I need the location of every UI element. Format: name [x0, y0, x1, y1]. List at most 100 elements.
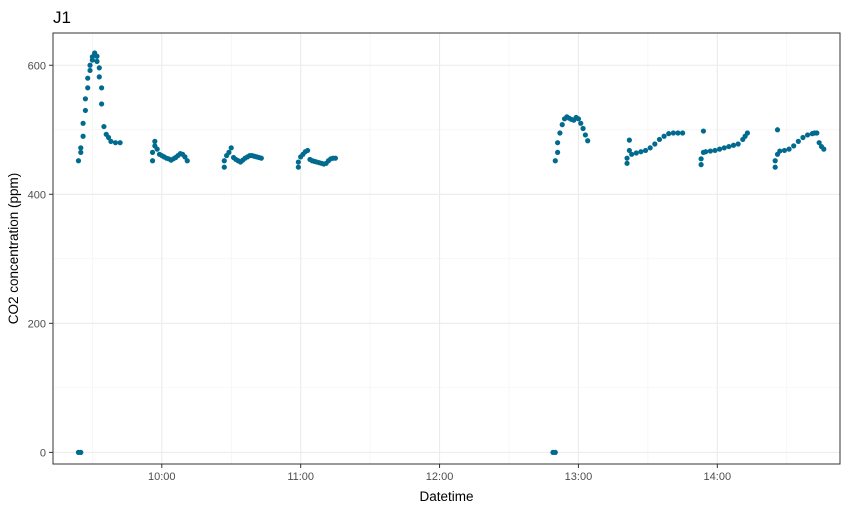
data-point	[117, 140, 123, 146]
data-point	[149, 149, 156, 155]
data-point	[559, 122, 565, 128]
data-point	[75, 158, 82, 164]
x-tick-label: 12:00	[426, 471, 454, 483]
x-tick-label: 11:00	[287, 471, 314, 483]
data-point	[626, 147, 632, 154]
data-point	[78, 149, 84, 155]
data-point	[305, 147, 311, 154]
data-point	[87, 67, 93, 74]
data-point	[96, 74, 102, 80]
data-point	[94, 53, 100, 59]
data-point	[87, 62, 93, 68]
data-point	[721, 145, 727, 151]
data-point	[580, 125, 586, 132]
data-point	[642, 147, 649, 154]
data-point	[703, 149, 709, 155]
data-point	[633, 150, 639, 156]
data-point	[816, 140, 822, 146]
data-point	[652, 141, 658, 147]
data-point	[578, 120, 584, 126]
data-point	[791, 143, 797, 149]
data-point	[105, 134, 112, 141]
data-point	[152, 138, 158, 144]
data-point	[638, 149, 644, 155]
data-point	[78, 449, 84, 455]
data-point	[258, 155, 264, 161]
data-point	[154, 146, 160, 152]
data-point	[221, 164, 227, 170]
data-point	[82, 107, 89, 114]
y-tick-label: 0	[40, 447, 46, 459]
data-point	[80, 133, 86, 139]
x-axis-title: Datetime	[419, 489, 473, 504]
data-point	[656, 136, 663, 143]
y-tick-label: 600	[28, 60, 46, 72]
data-point	[730, 142, 737, 148]
data-point	[575, 116, 582, 122]
data-point	[675, 130, 681, 136]
data-point	[726, 143, 732, 150]
y-axis-ticks: 0 200 400 600	[28, 60, 53, 459]
data-point	[557, 130, 563, 136]
data-point	[226, 149, 232, 155]
data-point	[804, 132, 811, 138]
data-point	[295, 164, 301, 170]
chart-title: J1	[53, 8, 71, 27]
data-point	[552, 158, 558, 164]
data-point	[552, 449, 558, 455]
data-point	[666, 131, 672, 137]
data-point	[772, 158, 778, 164]
data-point	[781, 147, 788, 154]
data-point	[680, 130, 686, 136]
data-point	[624, 160, 630, 166]
data-point	[332, 155, 338, 161]
data-point	[735, 141, 741, 147]
data-point	[698, 156, 704, 162]
x-tick-label: 14:00	[704, 471, 732, 483]
data-point	[777, 148, 783, 154]
data-point	[99, 85, 105, 91]
data-point	[700, 128, 707, 134]
data-point	[85, 75, 91, 81]
x-tick-label: 10:00	[148, 471, 176, 483]
data-point	[221, 158, 227, 164]
data-point	[795, 138, 801, 144]
grid	[53, 33, 840, 464]
data-point	[228, 145, 234, 151]
x-tick-label: 13:00	[565, 471, 593, 483]
data-point	[94, 58, 100, 64]
x-axis-ticks: 10:00 11:00 12:00 13:00 14:00	[148, 464, 731, 483]
data-point	[800, 134, 806, 141]
y-tick-label: 400	[28, 189, 46, 201]
data-point	[629, 151, 635, 157]
data-point	[78, 145, 84, 151]
data-point	[80, 120, 86, 126]
data-points	[75, 50, 827, 455]
data-point	[786, 146, 792, 152]
data-point	[96, 65, 102, 71]
data-point	[744, 130, 751, 136]
data-point	[585, 138, 591, 144]
data-point	[555, 140, 561, 146]
data-point	[624, 155, 630, 161]
data-point	[661, 133, 667, 139]
data-point	[772, 164, 778, 170]
data-point	[85, 85, 91, 91]
data-point	[82, 96, 89, 102]
data-point	[112, 140, 119, 146]
data-point	[101, 123, 107, 130]
data-point	[774, 127, 781, 133]
y-tick-label: 200	[28, 318, 46, 330]
data-point	[149, 158, 156, 164]
data-point	[182, 154, 188, 160]
data-point	[821, 146, 827, 152]
data-point	[184, 158, 190, 164]
data-point	[814, 130, 820, 136]
data-point	[555, 149, 561, 155]
data-point	[295, 159, 301, 165]
data-point	[647, 145, 653, 151]
data-point	[712, 147, 718, 154]
data-point	[670, 130, 676, 136]
data-point	[698, 162, 704, 168]
